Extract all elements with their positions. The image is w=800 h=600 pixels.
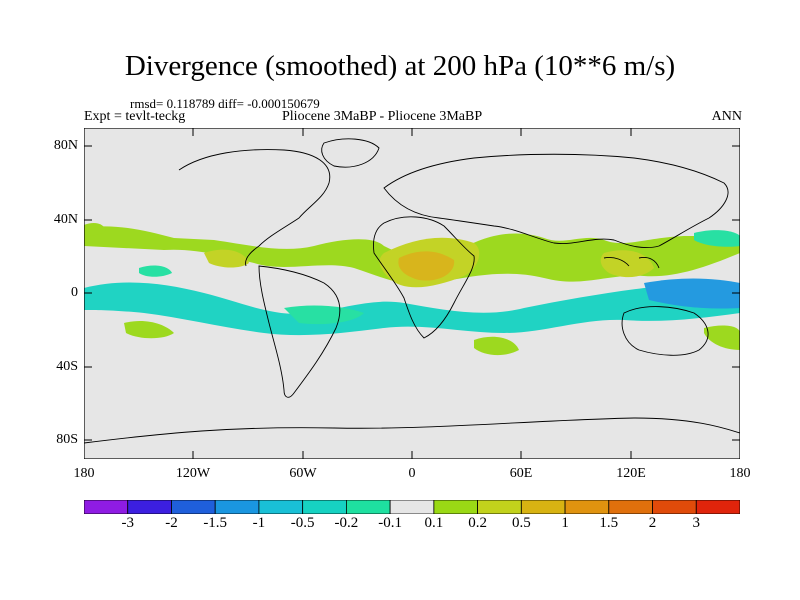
colorbar-swatch-4 (258, 500, 304, 514)
lat-label-40n: 40N (53, 212, 78, 227)
eurasia-outline (383, 153, 729, 249)
lat-label-80n: 80N (53, 138, 78, 153)
colorbar-label-6: -0.1 (378, 515, 402, 531)
stats-line: rmsd= 0.118789 diff= -0.000150679 (130, 96, 320, 111)
australia-outline (621, 306, 709, 356)
west-pacific-strong-negative (644, 278, 740, 309)
colorbar-label-1: -2 (165, 515, 178, 531)
lon-label-120w: 120W (175, 466, 211, 481)
map-ticks (84, 128, 740, 459)
colorbar-swatch-12 (608, 500, 653, 514)
colorbar-swatch-11 (564, 500, 610, 514)
date-line-negative (694, 230, 740, 247)
colorbar-label-0: -3 (121, 515, 134, 531)
maritime-continent-islands (603, 257, 660, 269)
lat-label-0: 0 (71, 285, 78, 300)
colorbar-swatch-0 (84, 500, 129, 514)
north-pacific-blob (84, 223, 106, 236)
indian-ocean-positive (474, 336, 519, 356)
greenland-outline (321, 138, 380, 168)
south-america-negative (284, 305, 364, 325)
colorbar-label-7: 0.1 (424, 515, 444, 531)
plot-title: Divergence (smoothed) at 200 hPa (10**6 … (124, 50, 676, 82)
colorbar-swatch-7 (389, 500, 435, 514)
colorbar-label-2: -1.5 (203, 515, 228, 531)
africa-outline (373, 216, 475, 339)
colorbar-swatch-6 (345, 500, 391, 514)
colorbar-swatch-5 (302, 500, 347, 514)
coastlines (84, 138, 740, 444)
colorbar-label-12: 2 (648, 515, 657, 531)
lon-label-60e: 60E (509, 466, 533, 481)
colorbar-swatch-10 (520, 500, 566, 514)
colorbar-label-13: 3 (692, 515, 701, 531)
colorbar-label-9: 0.5 (511, 515, 531, 531)
colorbar-swatch-2 (171, 500, 216, 514)
colorbar-swatch-8 (433, 500, 478, 514)
lon-label-180e: 180 (729, 466, 751, 481)
experiment-label: Expt = tevlt-teckg (84, 109, 186, 124)
lon-label-180w: 180 (73, 466, 95, 481)
central-america-high (204, 249, 249, 268)
colorbar-swatch-3 (214, 500, 260, 514)
south-pacific-positive (124, 321, 174, 339)
lon-label-0: 0 (408, 466, 416, 481)
colorbar-label-11: 1.5 (599, 515, 619, 531)
colorbar-label-4: -0.5 (290, 515, 315, 531)
south-america-outline (258, 265, 341, 398)
colorbar-swatch-9 (477, 500, 522, 514)
season-label: ANN (711, 109, 742, 124)
colorbar (84, 500, 740, 514)
lon-label-120e: 120E (616, 466, 646, 481)
colorbar-swatch-13 (652, 500, 697, 514)
positive-band-tropics (84, 226, 740, 285)
africa-high-core (398, 251, 455, 281)
north-america-outline (178, 149, 331, 267)
lat-label-40s: 40S (56, 359, 78, 374)
colorbar-swatch-1 (127, 500, 172, 514)
subtitle: Pliocene 3MaBP - Pliocene 3MaBP (282, 109, 483, 124)
colorbar-swatch-14 (695, 500, 740, 514)
negative-band-south (84, 282, 740, 336)
lon-label-60w: 60W (289, 466, 317, 481)
divergence-map (84, 128, 740, 459)
pacific-negative-blob (139, 265, 172, 277)
lat-label-80s: 80S (56, 432, 78, 447)
colorbar-label-3: -1 (252, 515, 266, 531)
colorbar-label-8: 0.2 (468, 515, 487, 531)
colorbar-label-5: -0.2 (334, 515, 359, 531)
antarctica-outline (84, 417, 740, 444)
east-aus-positive (704, 325, 740, 350)
colorbar-label-10: 1 (561, 515, 569, 531)
field-contours (84, 223, 740, 356)
